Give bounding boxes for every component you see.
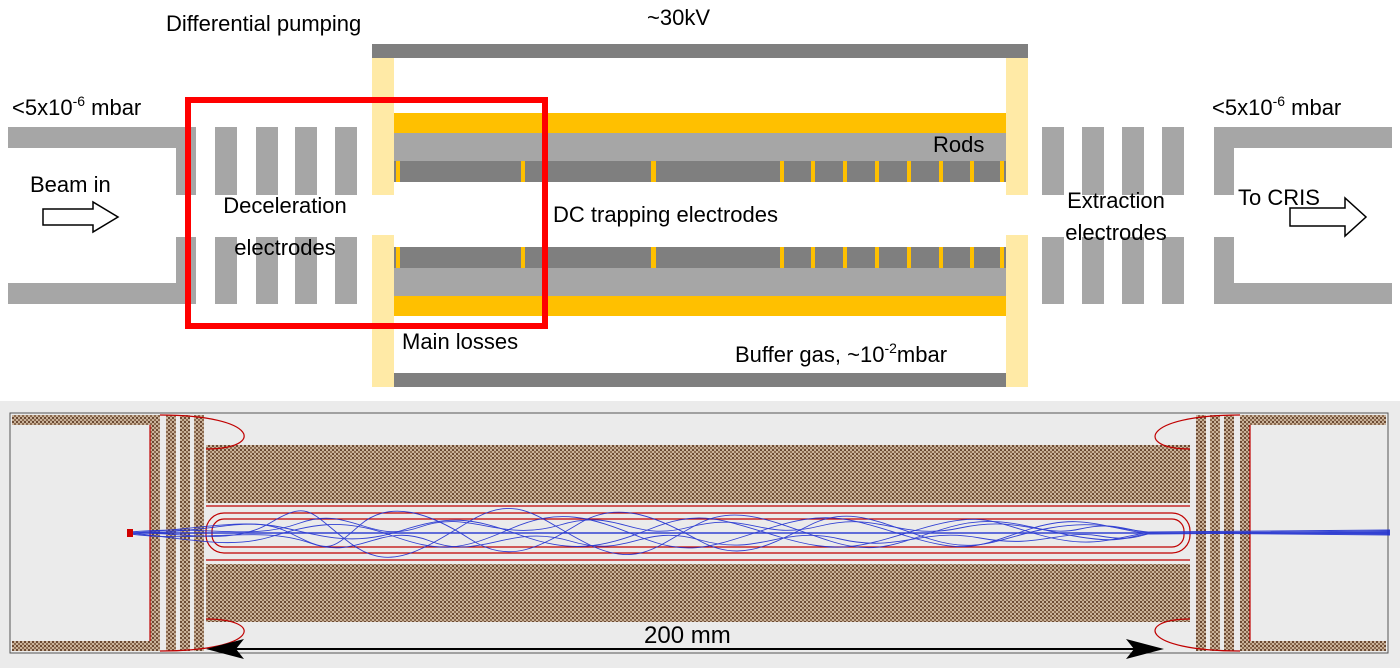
dc-electrode-upper xyxy=(394,161,1006,182)
label-main-losses: Main losses xyxy=(402,329,519,354)
dc-electrode-lower xyxy=(394,247,1006,268)
scale-arrow-left-icon xyxy=(206,639,244,659)
rod-lower-yellow xyxy=(394,296,1006,316)
insulator-left xyxy=(372,58,394,387)
scale-arrow-right-icon xyxy=(1126,639,1164,659)
main-losses-highlight-box xyxy=(185,97,548,329)
rod-lower-gray xyxy=(394,268,1006,296)
simulation-panel: 200 mm xyxy=(0,401,1400,668)
rod-mesh-upper xyxy=(206,445,1190,503)
schematic-drawing xyxy=(8,44,1392,387)
label-beam-in: Beam in xyxy=(30,172,111,197)
to-cris-arrow-icon xyxy=(1289,196,1368,238)
rod-upper-yellow xyxy=(394,113,1006,133)
vessel-top-plate xyxy=(372,44,1028,58)
dc-electrode-gaps xyxy=(396,161,1004,268)
label-pressure-left: <5x10-6 mbar xyxy=(12,93,142,120)
rod-upper-gray xyxy=(394,133,1006,161)
label-to-cris: To CRIS xyxy=(1238,185,1320,210)
label-pressure-right: <5x10-6 mbar xyxy=(1212,93,1342,120)
extraction-electrodes xyxy=(1042,127,1184,304)
label-extraction-electrodes: Extraction electrodes xyxy=(1065,188,1167,245)
scale-bar xyxy=(206,639,1164,659)
vessel-bottom-plate xyxy=(372,373,1028,387)
simulation-drawing xyxy=(0,401,1400,668)
rod-mesh-lower xyxy=(206,564,1190,622)
ion-trajectories xyxy=(129,507,1391,558)
beam-in-arrow-icon xyxy=(42,200,120,234)
label-buffer-gas: Buffer gas, ~10-2mbar xyxy=(735,340,948,367)
deceleration-electrodes xyxy=(215,127,357,304)
label-deceleration-electrodes: Deceleration electrodes xyxy=(223,193,347,260)
label-dc-trapping: DC trapping electrodes xyxy=(553,202,779,227)
label-differential-pumping: Differential pumping xyxy=(166,11,362,36)
label-rods: Rods xyxy=(933,132,985,157)
label-voltage: ~30kV xyxy=(647,5,710,30)
insulator-right xyxy=(1006,58,1028,387)
beam-source-marker xyxy=(127,529,133,537)
schematic-panel: Differential pumping ~30kV <5x10-6 mbar … xyxy=(8,5,1392,387)
beam-pipe-right xyxy=(1214,127,1392,304)
label-scale: 200 mm xyxy=(644,622,731,649)
